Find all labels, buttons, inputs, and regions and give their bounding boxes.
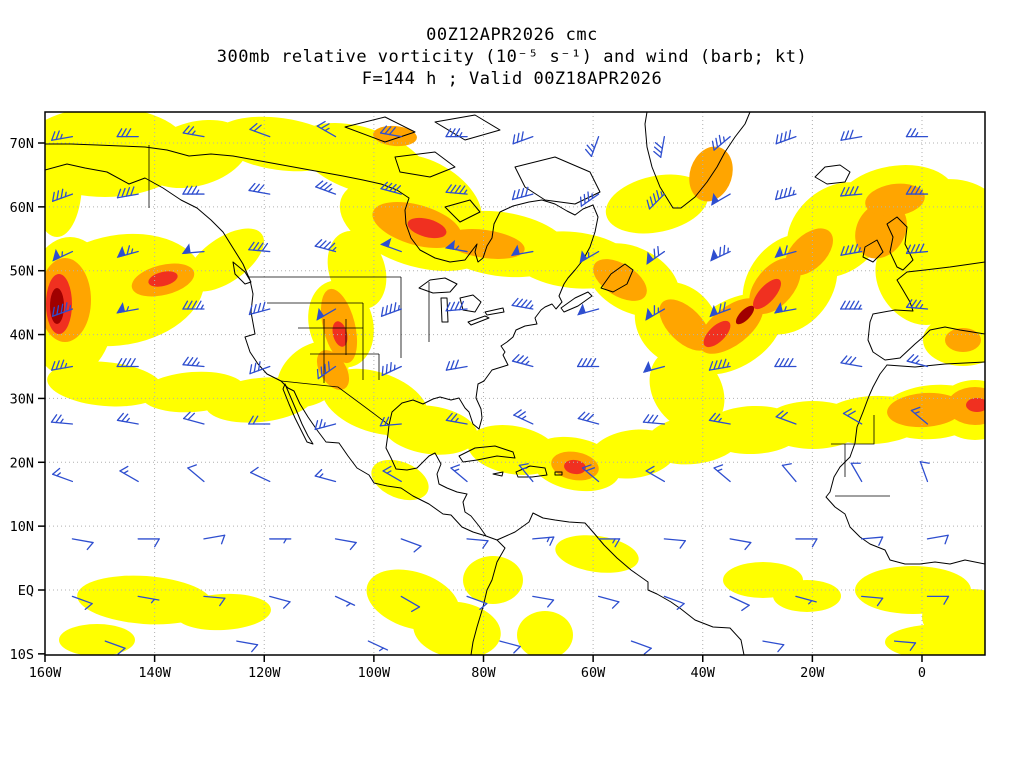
lon-label-100W: 100W [358, 665, 391, 681]
lat-label-30N: 30N [10, 391, 34, 407]
lon-label-120W: 120W [248, 665, 281, 681]
graticule [45, 112, 985, 655]
axis-labels: 70N 60N 50N 40N 30N 20N 10N EQ 10S 160W 140W 120W 10… [10, 136, 926, 681]
lat-label-10S: 10S [10, 647, 34, 663]
lat-label-40N: 40N [10, 328, 34, 344]
lat-label-70N: 70N [10, 136, 34, 152]
lat-label-20N: 20N [10, 455, 34, 471]
lon-label-40W: 40W [691, 665, 716, 681]
lat-label-60N: 60N [10, 200, 34, 216]
lon-label-160W: 160W [29, 665, 62, 681]
lon-label-60W: 60W [581, 665, 606, 681]
lon-label-0: 0 [918, 665, 926, 681]
title-line-2: 300mb relative vorticity (10⁻⁵ s⁻¹) and … [216, 47, 808, 67]
lon-label-80W: 80W [471, 665, 496, 681]
vorticity-shading [45, 112, 985, 655]
axis-ticks [38, 142, 923, 662]
wind-barbs [50, 120, 950, 655]
lon-label-20W: 20W [800, 665, 825, 681]
title-line-1: 00Z12APR2026 cmc [426, 25, 598, 45]
lat-label-10N: 10N [10, 519, 34, 535]
political-borders [148, 145, 890, 497]
map-frame [44, 111, 986, 656]
chart-titles: 00Z12APR2026 cmc 300mb relative vorticit… [0, 24, 1024, 90]
title-line-3: F=144 h ; Valid 00Z18APR2026 [361, 69, 663, 89]
lon-label-140W: 140W [138, 665, 171, 681]
coastlines [45, 112, 985, 655]
lat-label-50N: 50N [10, 264, 34, 280]
lat-label-EQ: EQ [18, 583, 34, 599]
